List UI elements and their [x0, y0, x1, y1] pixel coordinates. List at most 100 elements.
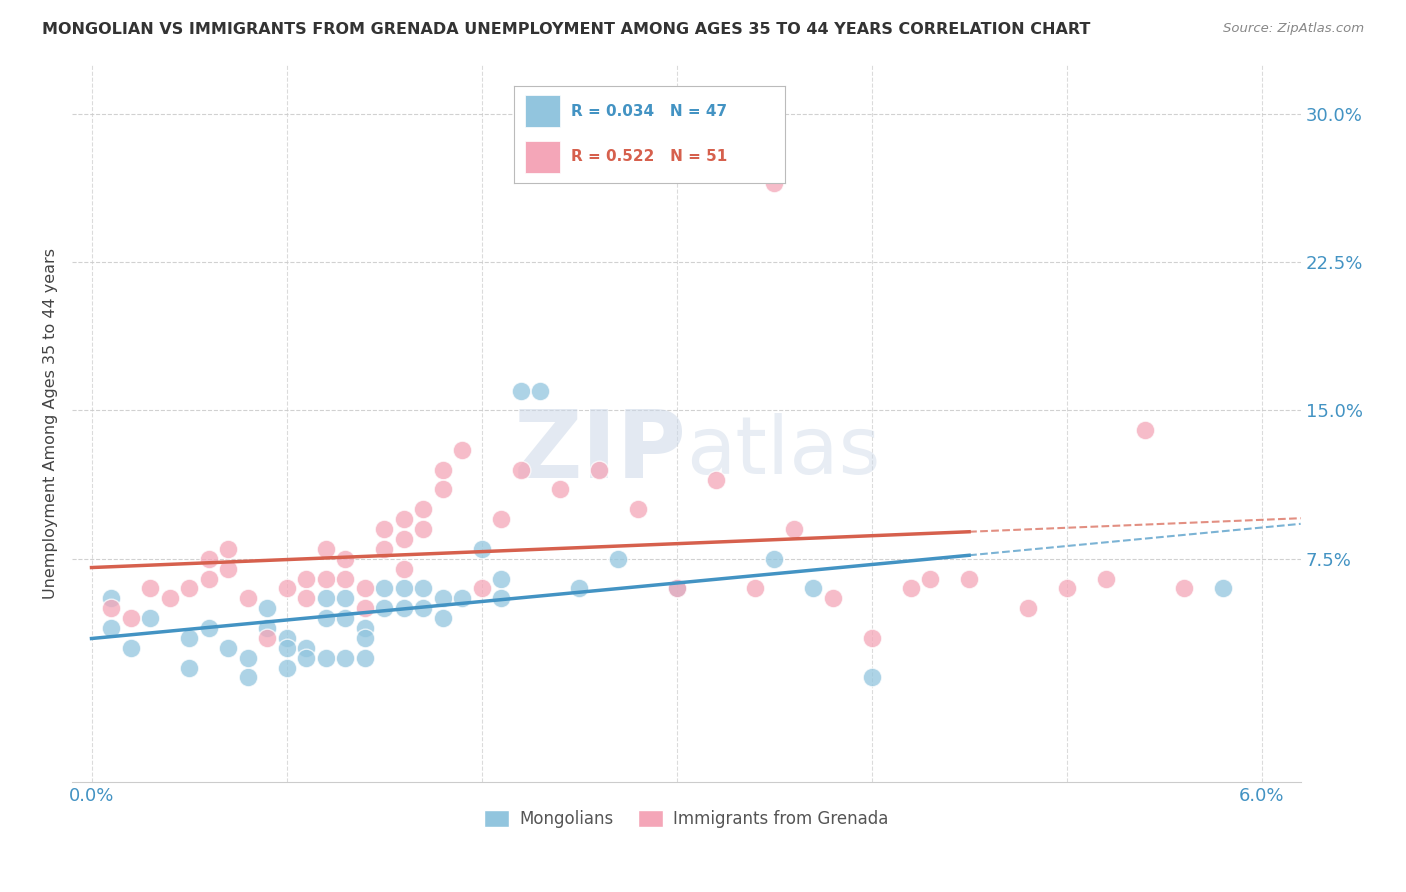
Point: [489, 591, 512, 606]
Text: ZIP: ZIP: [513, 406, 686, 498]
Point: [315, 591, 337, 606]
Point: [920, 572, 942, 586]
Point: [236, 671, 259, 685]
Point: [432, 483, 454, 497]
Point: [607, 551, 630, 566]
Point: [333, 650, 356, 665]
Point: [159, 591, 181, 606]
Y-axis label: Unemployment Among Ages 35 to 44 years: Unemployment Among Ages 35 to 44 years: [44, 248, 58, 599]
Point: [353, 631, 375, 645]
Point: [392, 561, 415, 575]
Point: [900, 582, 922, 596]
Point: [1056, 582, 1078, 596]
Point: [412, 502, 434, 516]
Point: [177, 582, 200, 596]
Point: [373, 541, 395, 556]
Point: [197, 572, 219, 586]
Point: [763, 176, 786, 190]
Point: [489, 512, 512, 526]
Point: [295, 572, 318, 586]
Point: [392, 532, 415, 546]
Point: [860, 671, 883, 685]
Point: [315, 650, 337, 665]
Point: [333, 611, 356, 625]
Point: [665, 582, 688, 596]
Point: [236, 650, 259, 665]
Legend: Mongolians, Immigrants from Grenada: Mongolians, Immigrants from Grenada: [478, 804, 896, 835]
Point: [315, 541, 337, 556]
Point: [276, 640, 298, 655]
Point: [432, 591, 454, 606]
Point: [763, 551, 786, 566]
Point: [451, 591, 474, 606]
Point: [588, 463, 610, 477]
Point: [353, 601, 375, 615]
Point: [139, 582, 162, 596]
Point: [665, 582, 688, 596]
Point: [509, 463, 531, 477]
Point: [295, 640, 318, 655]
Point: [509, 384, 531, 398]
Point: [860, 631, 883, 645]
Point: [1133, 423, 1156, 437]
Point: [489, 572, 512, 586]
Point: [548, 483, 571, 497]
Point: [236, 591, 259, 606]
Point: [177, 631, 200, 645]
Point: [177, 660, 200, 674]
Point: [276, 631, 298, 645]
Text: Source: ZipAtlas.com: Source: ZipAtlas.com: [1223, 22, 1364, 36]
Point: [392, 512, 415, 526]
Point: [744, 582, 766, 596]
Point: [451, 442, 474, 457]
Point: [412, 601, 434, 615]
Point: [256, 631, 278, 645]
Point: [1017, 601, 1039, 615]
Point: [1212, 582, 1234, 596]
Point: [529, 384, 551, 398]
Point: [412, 522, 434, 536]
Point: [470, 582, 492, 596]
Point: [315, 572, 337, 586]
Point: [392, 601, 415, 615]
Point: [217, 640, 239, 655]
Point: [333, 572, 356, 586]
Point: [295, 650, 318, 665]
Point: [315, 611, 337, 625]
Point: [821, 591, 844, 606]
Point: [704, 473, 727, 487]
Point: [1094, 572, 1116, 586]
Point: [392, 582, 415, 596]
Point: [353, 582, 375, 596]
Point: [276, 582, 298, 596]
Point: [120, 640, 142, 655]
Point: [217, 561, 239, 575]
Point: [276, 660, 298, 674]
Point: [626, 502, 648, 516]
Point: [782, 522, 804, 536]
Point: [120, 611, 142, 625]
Point: [100, 591, 122, 606]
Point: [353, 621, 375, 635]
Text: MONGOLIAN VS IMMIGRANTS FROM GRENADA UNEMPLOYMENT AMONG AGES 35 TO 44 YEARS CORR: MONGOLIAN VS IMMIGRANTS FROM GRENADA UNE…: [42, 22, 1091, 37]
Point: [432, 611, 454, 625]
Point: [801, 582, 824, 596]
Point: [256, 601, 278, 615]
Point: [100, 601, 122, 615]
Point: [1173, 582, 1195, 596]
Point: [100, 621, 122, 635]
Point: [197, 621, 219, 635]
Point: [256, 621, 278, 635]
Point: [333, 551, 356, 566]
Point: [432, 463, 454, 477]
Text: atlas: atlas: [686, 413, 880, 491]
Point: [373, 582, 395, 596]
Point: [412, 582, 434, 596]
Point: [139, 611, 162, 625]
Point: [333, 591, 356, 606]
Point: [373, 601, 395, 615]
Point: [217, 541, 239, 556]
Point: [197, 551, 219, 566]
Point: [957, 572, 980, 586]
Point: [373, 522, 395, 536]
